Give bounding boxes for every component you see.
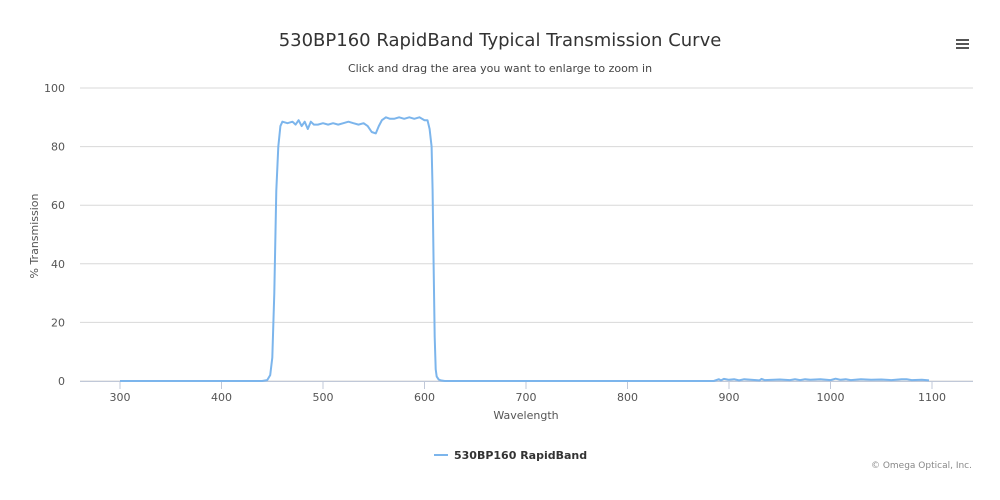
x-tick-label: 800 <box>617 391 638 404</box>
y-tick-label: 20 <box>51 316 65 329</box>
y-tick-label: 60 <box>51 199 65 212</box>
x-tick-label: 400 <box>211 391 232 404</box>
grid-lines <box>80 87 973 382</box>
x-tick-label: 300 <box>110 391 131 404</box>
series-line[interactable] <box>120 116 930 382</box>
y-axis-title: % Transmission <box>28 193 41 278</box>
legend[interactable]: 530BP160 RapidBand <box>434 449 587 462</box>
y-tick-label: 40 <box>51 258 65 271</box>
plot-area <box>120 116 930 382</box>
x-axis-title: Wavelength <box>493 409 558 422</box>
x-tick-label: 500 <box>313 391 334 404</box>
x-tick-label: 1000 <box>817 391 845 404</box>
x-tick-label: 600 <box>414 391 435 404</box>
x-tick-label: 700 <box>516 391 537 404</box>
y-tick-label: 100 <box>44 82 65 95</box>
hamburger-menu-icon[interactable] <box>951 34 973 54</box>
axes: 0 20 40 60 80 100 300 400 500 600 700 800 900 1000 110… <box>44 82 973 404</box>
credit-link[interactable]: © Omega Optical, Inc. <box>870 461 972 471</box>
chart-subtitle: Click and drag the area you want to enla… <box>347 62 653 75</box>
legend-item-label[interactable]: 530BP160 RapidBand <box>454 449 587 462</box>
y-tick-label: 80 <box>51 141 65 154</box>
x-tick-label: 1100 <box>918 391 946 404</box>
x-tick-label: 900 <box>719 391 740 404</box>
chart-title: 530BP160 RapidBand Typical Transmission … <box>278 30 722 51</box>
y-tick-label: 0 <box>58 375 65 388</box>
